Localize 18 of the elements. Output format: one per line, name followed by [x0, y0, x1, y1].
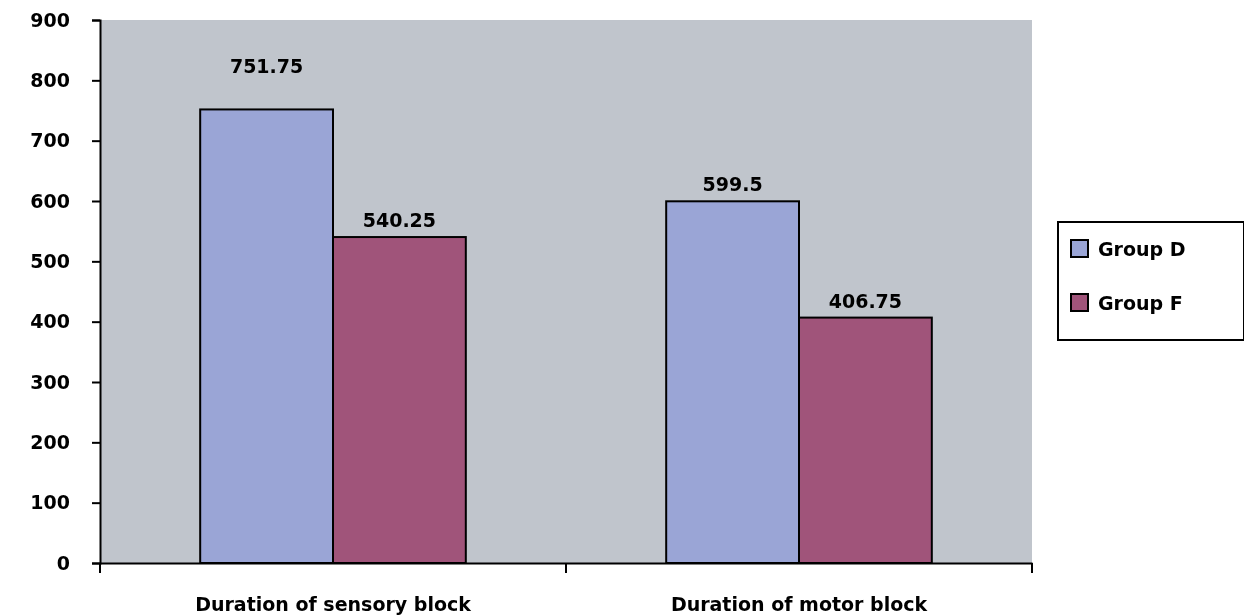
y-tick-label: 0: [56, 551, 70, 574]
data-label: 540.25: [362, 209, 437, 232]
legend-label: Group D: [1098, 238, 1186, 260]
y-tick-label: 400: [30, 310, 70, 333]
y-tick-label: 700: [30, 129, 70, 152]
y-tick-label: 500: [30, 249, 70, 272]
data-label: 751.75: [229, 55, 304, 78]
y-tick-label: 300: [30, 370, 70, 393]
y-tick-label: 600: [30, 189, 70, 212]
data-label: 406.75: [828, 289, 903, 312]
y-tick-label: 800: [30, 68, 70, 91]
y-tick-label: 200: [30, 430, 70, 453]
x-tick-label: Duration of sensory block: [195, 593, 472, 615]
x-tick-label: Duration of motor block: [670, 593, 928, 615]
y-tick-label: 900: [30, 8, 70, 31]
data-label: 599.5: [702, 173, 763, 196]
y-tick-label: 100: [30, 491, 70, 514]
legend-label: Group F: [1098, 292, 1183, 314]
